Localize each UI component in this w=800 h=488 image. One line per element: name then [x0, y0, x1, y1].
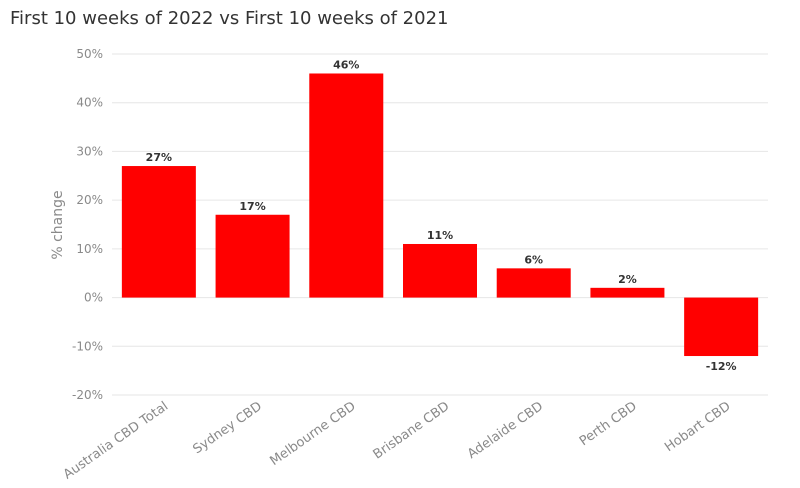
data-label: 6%: [524, 253, 543, 266]
chart-title: First 10 weeks of 2022 vs First 10 weeks…: [10, 8, 449, 29]
x-tick-label: Perth CBD: [577, 399, 640, 449]
gridlines: [112, 53, 768, 396]
data-labels: 27% 17% 46% 11% 6% 2% -12%: [146, 58, 737, 373]
y-tick-label: 20%: [76, 193, 103, 207]
data-label: 11%: [427, 229, 453, 242]
x-axis-labels: Australia CBD Total Sydney CBD Melbourne C…: [61, 399, 734, 482]
x-tick-label: Brisbane CBD: [371, 399, 453, 462]
bar: [309, 73, 384, 298]
bar: [684, 297, 759, 357]
y-tick-label: -20%: [72, 388, 103, 402]
x-tick-label: Melbourne CBD: [267, 399, 358, 469]
y-tick-label: 0%: [84, 291, 103, 305]
bar: [215, 214, 290, 298]
bar: [590, 287, 665, 298]
bar: [496, 268, 571, 298]
data-label: 46%: [333, 58, 359, 71]
data-label: 2%: [618, 273, 637, 286]
x-tick-label: Adelaide CBD: [465, 399, 546, 462]
bars: [121, 73, 759, 357]
data-label: -12%: [706, 360, 737, 373]
bar: [121, 166, 196, 298]
y-tick-label: 30%: [76, 144, 103, 158]
bar: [403, 243, 477, 298]
y-tick-label: 50%: [76, 47, 103, 61]
x-tick-label: Australia CBD Total: [61, 399, 171, 482]
y-tick-label: -10%: [72, 339, 103, 353]
data-label: 27%: [146, 151, 172, 164]
y-axis-title: % change: [50, 190, 66, 259]
y-axis-ticks: -20% -10% 0% 10% 20% 30% 40% 50%: [72, 47, 103, 402]
data-label: 17%: [239, 200, 265, 213]
y-tick-label: 10%: [76, 242, 103, 256]
y-tick-label: 40%: [76, 96, 103, 110]
x-tick-label: Hobart CBD: [662, 399, 733, 455]
x-tick-label: Sydney CBD: [190, 399, 264, 457]
